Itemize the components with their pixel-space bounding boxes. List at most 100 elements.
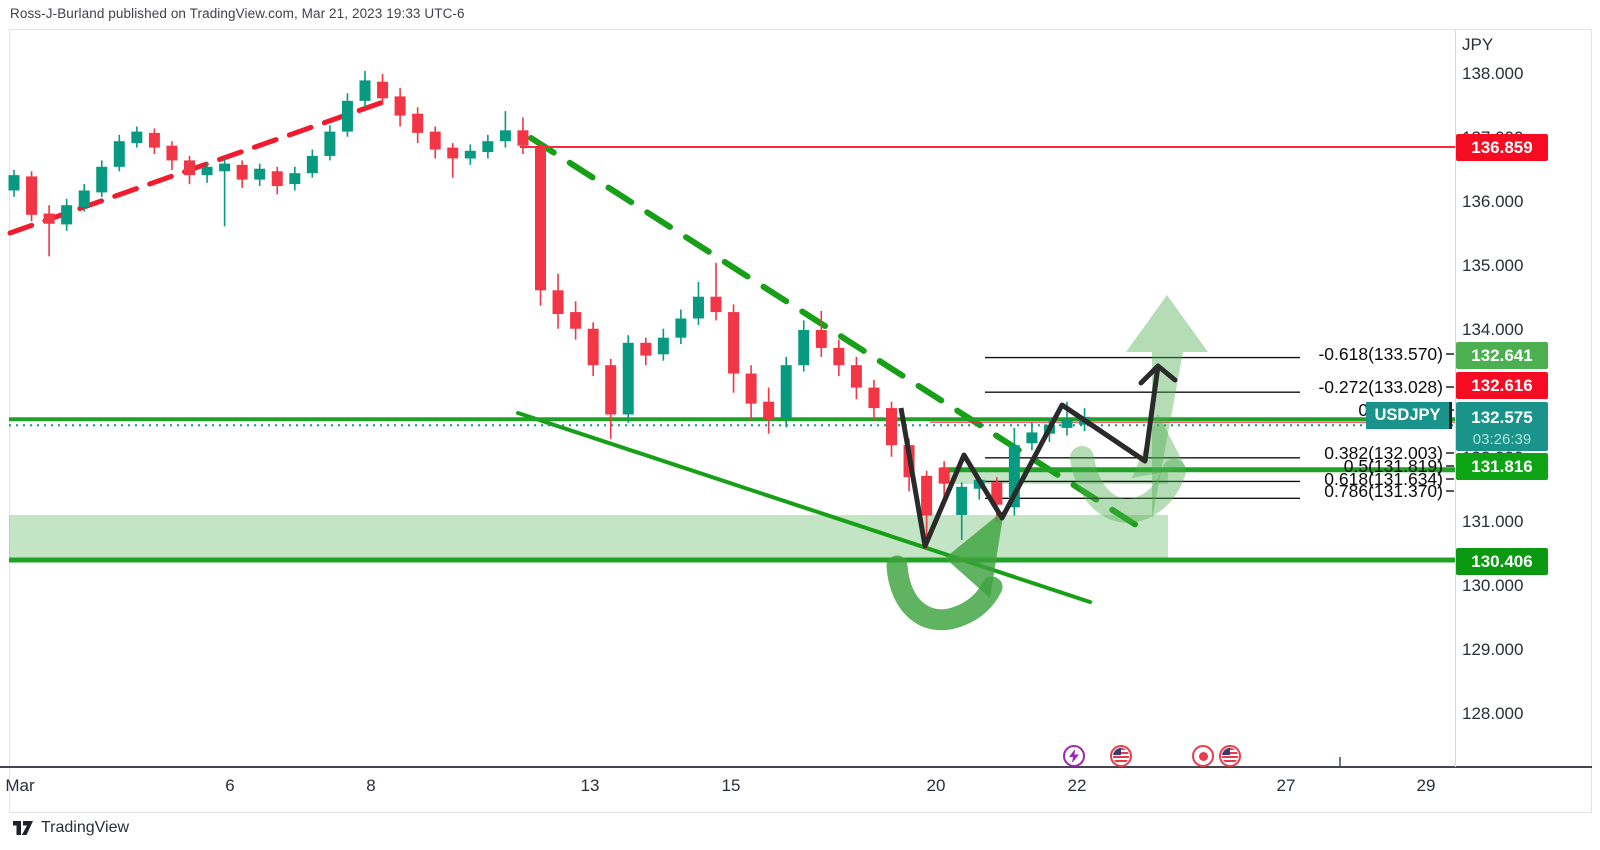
price-axis-tick-label: 131.000 [1462,512,1524,531]
candle-body [26,176,38,215]
fib-label: 0.382(132.003) [1324,443,1443,463]
zigzag-arrowhead [1138,363,1178,386]
candle-body [798,330,810,366]
candle-body [166,145,178,161]
support-low-price-badge: 130.406 [1456,548,1548,575]
time-axis-label: 20 [926,776,946,795]
candle-body [201,166,213,176]
fib-label: 0.618(131.634) [1324,469,1443,489]
candle-body [113,141,125,167]
candle-body [43,213,55,224]
candle-body [482,141,494,153]
economic-event-japan-flag-icon[interactable] [1192,745,1214,767]
candle-body [640,342,652,356]
bounce-curve-arrow-low[interactable] [886,555,1003,631]
candle-body [341,100,353,132]
candle-body [570,312,582,329]
candle-body [1008,445,1020,508]
time-axis-label: 29 [1416,776,1436,795]
candle-body [1026,432,1038,444]
us-flag-image [1113,748,1129,764]
candle-body [552,290,564,314]
fib-label: 0.5(131.819) [1343,456,1443,476]
zigzag-projection-line[interactable] [898,365,1161,549]
price-axis-tick-label: 136.000 [1462,192,1524,211]
economic-event-us-flag-icon-2[interactable] [1219,745,1241,767]
resistance-price-badge: 136.859 [1456,134,1548,161]
last-price-box: 132.575 03:26:39 [1456,402,1548,451]
us-flag-canton [1222,748,1230,755]
projection-up-block-arrow[interactable] [1126,295,1208,520]
candle-body [359,80,371,101]
falling-dashed-green[interactable] [528,135,1139,528]
support-mid-price-badge: 131.816 [1456,453,1548,480]
fib-label: 0.786(131.370) [1324,481,1443,501]
candle-body [324,131,336,156]
candle-body [412,113,424,133]
symbol-badge[interactable]: USDJPY [1366,402,1452,429]
candle-body [956,486,968,515]
lightning-bolt-icon [1069,749,1079,763]
tradingview-attribution[interactable]: TradingView [12,818,129,838]
attribution-header: Ross-J-Burland published on TradingView.… [10,6,465,21]
candle-body [131,131,143,144]
time-axis-label: 8 [366,776,376,795]
candle-body [464,150,476,159]
candle-body [8,175,20,191]
candle-body [921,475,933,516]
candle-body [184,160,195,176]
price-axis-currency-label: JPY [1462,35,1494,54]
rising-dashed-red[interactable] [7,96,395,236]
candle-body [710,296,722,313]
candle-body [991,482,1003,505]
candle-body [780,365,792,419]
target-upper-price-badge: 132.641 [1456,342,1548,369]
candle-body [886,408,897,446]
candle-body [429,131,441,150]
candle-body [815,330,827,348]
price-axis-line [1455,30,1456,767]
candle-body [535,147,546,291]
fib-label: -0.272(133.028) [1318,377,1443,397]
candle-body [675,318,687,338]
economic-event-us-flag-icon[interactable] [1110,745,1132,767]
price-axis-tick-label: 130.000 [1462,576,1524,595]
us-flag-canton [1113,748,1121,755]
tradingview-brand-text: TradingView [41,819,130,836]
candle-body [1061,418,1073,428]
candle-body [377,81,389,99]
candle-body [763,401,775,420]
candle-body [394,96,406,116]
time-axis-line [0,766,1592,768]
price-axis-tick-label: 138.000 [1462,64,1524,83]
price-axis-tick-label: 135.000 [1462,256,1524,275]
candle-body [850,365,862,388]
falling-solid-green[interactable] [516,411,1092,604]
candle-body [271,171,283,186]
candle-body [622,342,634,415]
bar-countdown: 03:26:39 [1472,430,1532,448]
demand-zone-mid [941,470,1168,484]
candle-body [499,130,511,142]
time-axis-label: 22 [1067,776,1087,795]
candle-body [254,168,266,180]
candle-body [605,365,617,415]
price-axis-tick-label: 134.000 [1462,320,1524,339]
candle-body [657,337,669,355]
candle-body [148,132,160,148]
alert-price-badge: 132.616 [1456,372,1548,399]
bounce-curve-arrow-right[interactable] [1070,446,1186,523]
time-axis-label: Mar [5,776,35,795]
fib-label: -0.618(133.570) [1318,344,1443,364]
economic-event-power-icon[interactable] [1063,745,1085,767]
tradingview-logo-icon [13,821,33,835]
candle-body [728,312,740,374]
japan-flag-dot [1198,751,1208,761]
candle-body [61,205,73,225]
us-flag-image [1222,748,1238,764]
candle-body [306,155,318,174]
candle-body [517,130,529,146]
candle-body [96,166,108,193]
